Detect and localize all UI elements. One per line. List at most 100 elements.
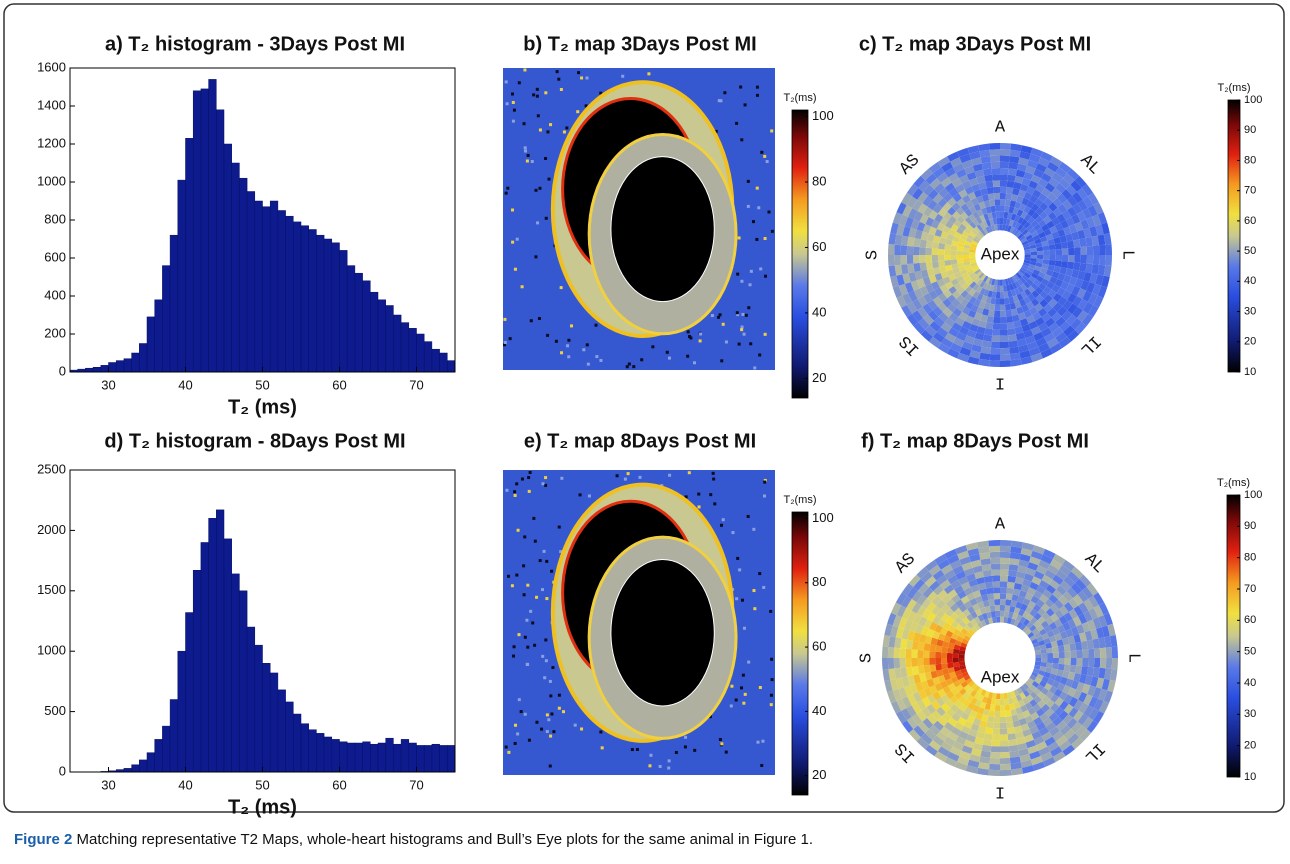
x-tick-label: 40	[178, 377, 192, 392]
map-noise	[709, 493, 712, 496]
bullseye-cell	[1000, 205, 1005, 211]
bullseye-cell	[989, 710, 995, 717]
map-noise	[756, 86, 759, 89]
bullseye-cell	[1094, 648, 1100, 658]
bullseye-cell	[1064, 644, 1071, 651]
bar	[186, 613, 194, 772]
bullseye-cell	[907, 246, 914, 255]
bullseye-cell	[993, 187, 1000, 194]
map-noise	[742, 702, 745, 705]
map-noise	[756, 94, 759, 97]
colorbar-tick-label: 10	[1244, 771, 1256, 783]
bullseye-cell	[1000, 143, 1011, 150]
colorbar-tick-label: 20	[812, 370, 826, 385]
map-noise	[560, 351, 563, 354]
bar	[409, 328, 417, 372]
map-noise	[534, 189, 537, 192]
map-noise	[518, 81, 521, 84]
bullseye-cell	[983, 570, 992, 577]
direction-label: IL	[1076, 331, 1104, 359]
map-noise	[512, 101, 515, 104]
bullseye-cell	[944, 250, 950, 256]
map-noise	[524, 636, 527, 639]
bullseye-cell	[991, 740, 1000, 746]
bar	[409, 743, 417, 772]
map-noise	[666, 351, 669, 354]
map-noise	[649, 754, 652, 757]
bullseye-cell	[1000, 162, 1009, 169]
bullseye-cell	[985, 727, 993, 734]
bullseye-cell	[993, 581, 1001, 587]
bar	[232, 163, 240, 372]
bullseye-cell	[1085, 264, 1092, 274]
map-noise	[560, 88, 563, 91]
map-noise	[712, 472, 715, 475]
bar	[170, 235, 178, 372]
bullseye-cell	[1006, 588, 1013, 595]
bullseye-cell	[1059, 652, 1065, 658]
bullseye-cell	[995, 298, 1000, 304]
map-noise	[520, 710, 523, 713]
x-tick-label: 60	[332, 377, 346, 392]
bullseye-cell	[1062, 255, 1069, 262]
map-noise	[505, 489, 508, 492]
map-noise	[587, 363, 590, 366]
bar	[162, 266, 170, 372]
map-noise	[632, 365, 635, 368]
map-noise	[511, 241, 514, 244]
bullseye-cell	[1000, 711, 1006, 717]
map-noise	[594, 324, 597, 327]
bullseye-cell	[953, 658, 959, 663]
bullseye-cell	[1000, 564, 1009, 570]
bullseye-cell	[1000, 611, 1005, 617]
bullseye-cell	[959, 654, 965, 658]
map-noise	[546, 334, 549, 337]
map-noise	[514, 494, 517, 497]
map-noise	[523, 593, 526, 596]
map-noise	[675, 751, 678, 754]
map-noise	[541, 588, 544, 591]
bullseye-cell	[1005, 599, 1011, 606]
bullseye-cell	[959, 658, 965, 662]
bar	[332, 739, 340, 772]
bullseye-cell	[918, 666, 925, 675]
colorbar-tick-label: 90	[1244, 520, 1256, 532]
bullseye-cell	[941, 658, 947, 664]
map-noise	[770, 694, 773, 697]
map-noise	[555, 340, 558, 343]
bar	[355, 273, 363, 372]
bullseye-cell	[947, 658, 953, 663]
bullseye-cell	[996, 693, 1000, 699]
map-noise	[753, 366, 756, 369]
bullseye-cell	[994, 717, 1000, 723]
bullseye-cell	[994, 193, 1000, 200]
bullseye-cell	[983, 168, 992, 175]
x-tick-label: 50	[255, 777, 269, 792]
map-noise	[551, 666, 554, 669]
bullseye-cell	[932, 261, 939, 268]
bullseye-cell	[989, 599, 995, 606]
bullseye-cell	[996, 617, 1000, 623]
bullseye-cell	[944, 255, 950, 261]
bullseye-cell	[1043, 250, 1049, 255]
map-noise	[636, 748, 639, 751]
bullseye-cell	[1073, 239, 1080, 248]
map-noise	[738, 343, 741, 346]
map-noise	[511, 208, 514, 211]
bullseye-cell	[912, 641, 919, 650]
colorbar-tick-label: 30	[1244, 305, 1256, 317]
map-noise	[742, 674, 745, 677]
bar	[263, 207, 271, 372]
map-noise	[538, 187, 541, 190]
bullseye-cell	[987, 716, 994, 723]
colorbar-tick-label: 100	[812, 510, 834, 525]
bullseye-cell	[924, 665, 931, 673]
map-noise	[539, 559, 542, 562]
bullseye-cell	[1112, 646, 1118, 658]
bar	[340, 742, 348, 772]
bar	[155, 739, 163, 772]
bullseye-cell	[900, 648, 906, 658]
bar	[132, 353, 140, 372]
map-noise	[769, 610, 772, 613]
map-noise	[517, 633, 520, 636]
